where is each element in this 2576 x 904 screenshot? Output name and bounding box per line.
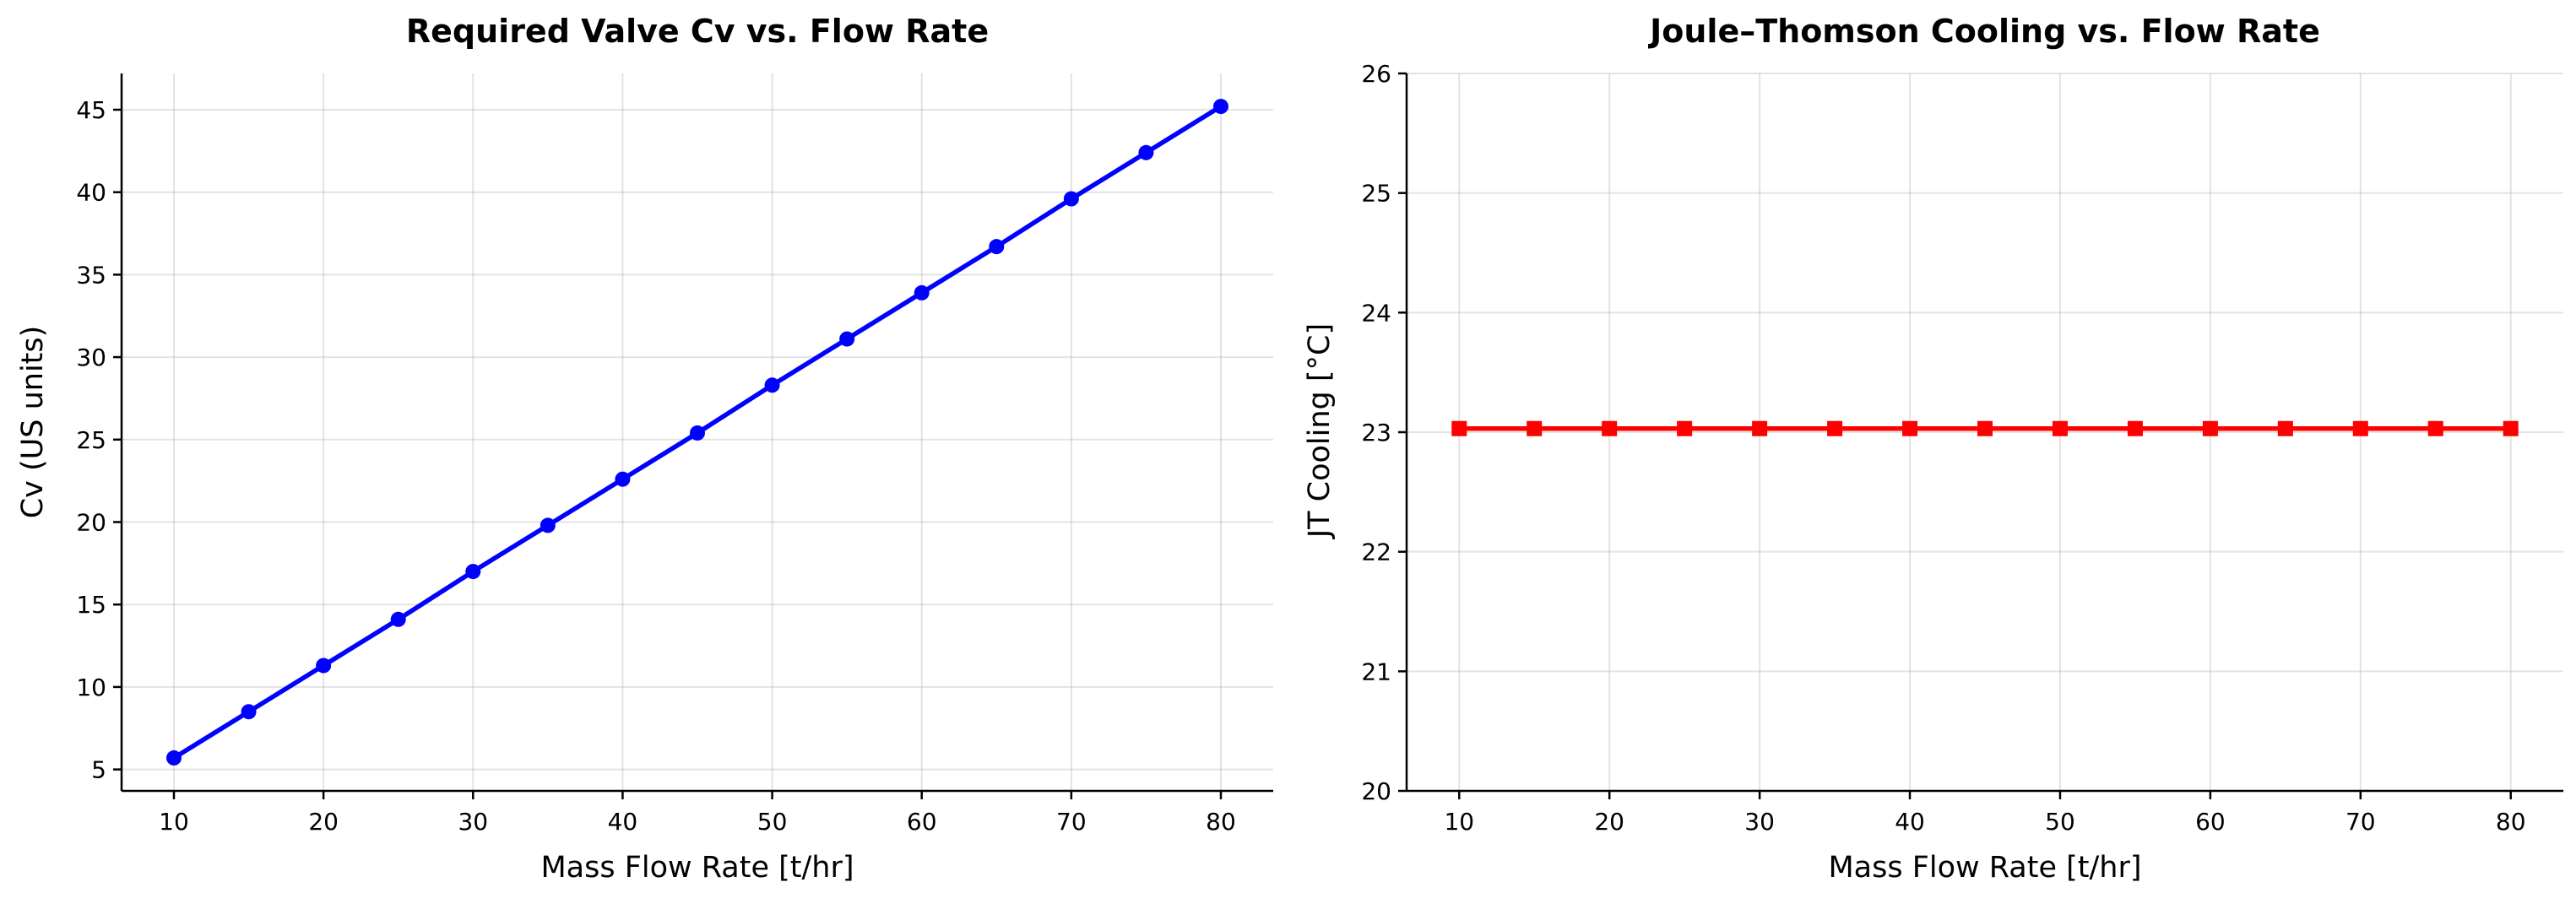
x-axis-label: Mass Flow Rate [t/hr] — [540, 851, 854, 885]
x-tick-label: 30 — [1744, 808, 1775, 836]
y-axis-label: JT Cooling [°C] — [1303, 323, 1337, 539]
data-point — [1677, 420, 1693, 436]
x-tick-label: 20 — [308, 808, 339, 836]
x-tick-label: 30 — [458, 808, 488, 836]
y-tick-label: 24 — [1361, 299, 1391, 327]
data-point — [1752, 420, 1768, 436]
data-point — [540, 517, 556, 533]
y-tick-label: 22 — [1361, 539, 1391, 566]
jt-cooling-vs-flow-chart: Joule–Thomson Cooling vs. Flow Rate Mass… — [1303, 13, 2563, 885]
x-tick-label: 70 — [1056, 808, 1087, 836]
x-tick-label: 60 — [907, 808, 937, 836]
data-point — [1977, 420, 1993, 436]
data-point — [839, 331, 855, 347]
x-tick-label: 80 — [1206, 808, 1236, 836]
y-tick-label: 30 — [76, 344, 106, 371]
y-tick-label: 35 — [76, 261, 106, 289]
y-tick-label: 25 — [76, 426, 106, 454]
data-point — [2127, 420, 2143, 436]
y-tick-label: 5 — [91, 756, 106, 784]
data-point — [764, 377, 780, 393]
x-tick-label: 10 — [1444, 808, 1474, 836]
chart-title: Joule–Thomson Cooling vs. Flow Rate — [1647, 13, 2320, 50]
y-tick-label: 21 — [1361, 658, 1391, 685]
axes-spines — [1405, 73, 2563, 793]
y-tick-label: 40 — [76, 179, 106, 207]
y-tick-label: 45 — [76, 96, 106, 124]
x-tick-label: 50 — [2045, 808, 2075, 836]
ticks: 10 20 30 40 50 60 70 80 20 21 22 23 24 25 26 — [1361, 60, 2525, 836]
data-point — [241, 704, 257, 720]
x-tick-label: 80 — [2496, 808, 2526, 836]
data-point — [1827, 420, 1843, 436]
data-point — [1451, 420, 1467, 436]
y-tick-label: 26 — [1361, 60, 1391, 88]
y-tick-label: 25 — [1361, 180, 1391, 208]
ticks: 10 20 30 40 50 60 70 80 5 10 15 20 25 30 35 40 45 — [76, 96, 1235, 836]
x-tick-label: 40 — [608, 808, 638, 836]
y-tick-label: 10 — [76, 674, 106, 701]
data-point — [2277, 420, 2293, 436]
data-point — [2427, 420, 2443, 436]
y-tick-label: 23 — [1361, 419, 1391, 447]
data-point — [1213, 99, 1228, 115]
axes-spines — [120, 73, 1273, 793]
data-point — [2352, 420, 2368, 436]
y-tick-label: 20 — [76, 508, 106, 536]
series — [1451, 420, 2519, 436]
data-point — [615, 471, 631, 487]
data-point — [1527, 420, 1543, 436]
data-point — [690, 425, 705, 441]
y-tick-label: 15 — [76, 591, 106, 619]
data-point — [1063, 191, 1079, 207]
x-tick-label: 20 — [1594, 808, 1624, 836]
x-tick-label: 10 — [159, 808, 189, 836]
data-point — [914, 284, 930, 300]
data-point — [390, 611, 406, 627]
data-point — [1138, 144, 1154, 160]
data-point — [1902, 420, 1918, 436]
data-point — [465, 564, 481, 580]
cv-vs-flow-chart: Required Valve Cv vs. Flow Rate Mass Flo… — [16, 13, 1273, 885]
y-axis-label: Cv (US units) — [16, 326, 50, 519]
data-point — [2052, 420, 2068, 436]
data-point — [166, 750, 182, 766]
data-point — [2202, 420, 2218, 436]
x-axis-label: Mass Flow Rate [t/hr] — [1828, 851, 2141, 885]
series — [166, 99, 1228, 766]
data-point — [2503, 420, 2519, 436]
x-tick-label: 70 — [2346, 808, 2376, 836]
data-point — [1602, 420, 1618, 436]
x-tick-label: 50 — [757, 808, 788, 836]
y-tick-label: 20 — [1361, 777, 1391, 805]
chart-title: Required Valve Cv vs. Flow Rate — [406, 13, 989, 50]
data-point — [989, 239, 1005, 255]
x-tick-label: 60 — [2195, 808, 2226, 836]
data-point — [316, 658, 332, 674]
x-tick-label: 40 — [1895, 808, 1925, 836]
